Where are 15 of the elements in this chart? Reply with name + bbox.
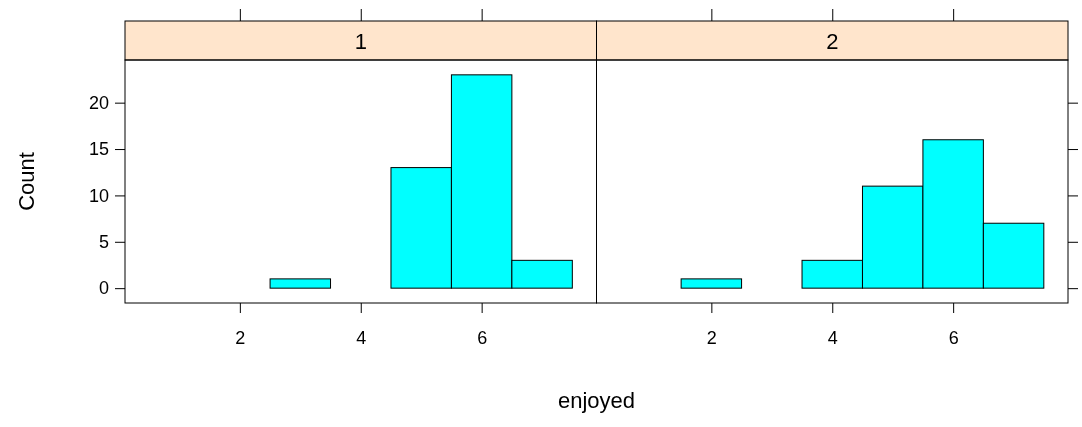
y-tick-label: 20 <box>88 92 109 113</box>
x-tick-label: 2 <box>235 327 246 348</box>
x-tick-label: 2 <box>706 327 717 348</box>
chart-title: 2 <box>826 28 839 54</box>
y-tick-label: 15 <box>88 139 109 160</box>
x-tick-label: 6 <box>477 327 488 348</box>
y-axis-title: Count <box>14 152 39 211</box>
x-tick-label: 4 <box>827 327 838 348</box>
y-tick-label: 10 <box>88 185 109 206</box>
x-tick-label: 4 <box>356 327 367 348</box>
x-axis-title: enjoyed <box>557 388 636 413</box>
y-tick-label: 0 <box>98 278 109 299</box>
y-tick-label: 5 <box>98 232 109 253</box>
chart-title: 1 <box>354 28 367 54</box>
x-tick-label: 6 <box>948 327 959 348</box>
